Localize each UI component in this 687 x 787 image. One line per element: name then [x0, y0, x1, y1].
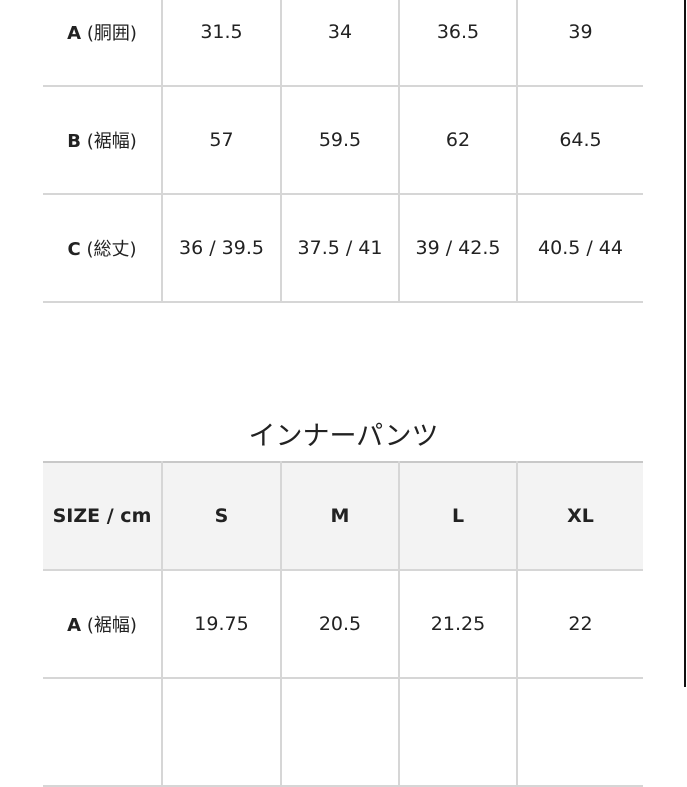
section-title: インナーパンツ: [248, 421, 439, 452]
table-row: B (裾幅) 57 59.5 62 64.5: [43, 86, 643, 195]
cell: 36 / 39.5: [162, 194, 282, 303]
cell: 64.5: [517, 86, 643, 195]
row-label: A (裾幅): [43, 570, 163, 679]
cell: 19.75: [162, 570, 282, 679]
cell: [281, 678, 400, 787]
table-row: A (胴囲) 31.5 34 36.5 39: [43, 0, 643, 87]
table-row: C (総丈) 36 / 39.5 37.5 / 41 39 / 42.5 40.…: [43, 194, 643, 303]
cell: 20.5: [281, 570, 400, 679]
cell: 39 / 42.5: [399, 194, 518, 303]
row-label: A (胴囲): [43, 0, 163, 87]
table-row: [43, 678, 643, 787]
cell: 31.5: [162, 0, 282, 87]
cell: 39: [517, 0, 643, 87]
cell: 37.5 / 41: [281, 194, 400, 303]
header-cell: M: [281, 462, 400, 571]
cell: [162, 678, 282, 787]
header-cell: SIZE / cm: [43, 462, 163, 571]
header-cell: L: [399, 462, 518, 571]
cell: 57: [162, 86, 282, 195]
cell: 40.5 / 44: [517, 194, 643, 303]
size-table-inner-pants: SIZE / cm S M L XL A (裾幅) 19.75 20.5 21.…: [43, 461, 643, 787]
cell: [517, 678, 643, 787]
size-table-skirt: A (胴囲) 31.5 34 36.5 39 B (裾幅) 57 59.5 62…: [43, 0, 643, 303]
header-cell: S: [162, 462, 282, 571]
cell: 34: [281, 0, 400, 87]
table-header-row: SIZE / cm S M L XL: [43, 462, 643, 571]
header-cell: XL: [517, 462, 643, 571]
cell: 62: [399, 86, 518, 195]
cell: 59.5: [281, 86, 400, 195]
cell: [399, 678, 518, 787]
screen-edge-divider: [684, 0, 686, 687]
cell: [43, 678, 163, 787]
cell: 22: [517, 570, 643, 679]
table-row: A (裾幅) 19.75 20.5 21.25 22: [43, 570, 643, 679]
row-label: C (総丈): [43, 194, 163, 303]
cell: 21.25: [399, 570, 518, 679]
cell: 36.5: [399, 0, 518, 87]
row-label: B (裾幅): [43, 86, 163, 195]
